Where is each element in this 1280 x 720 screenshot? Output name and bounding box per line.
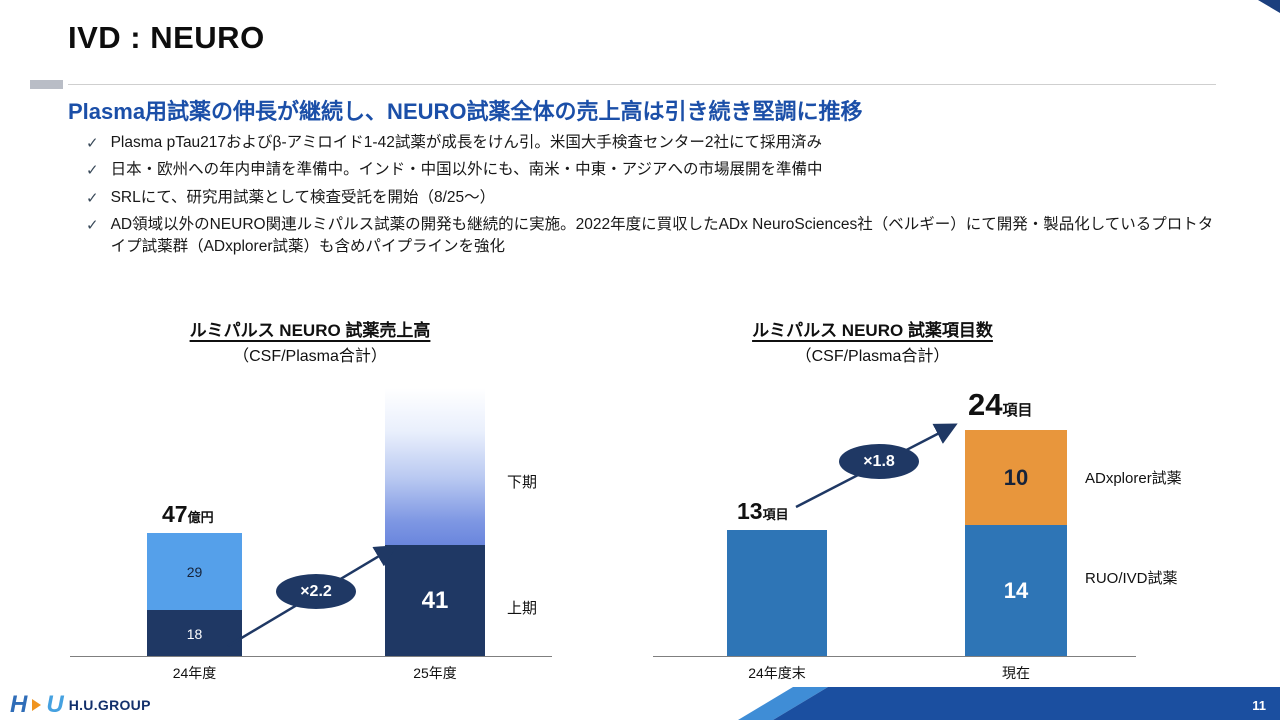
revenue-chart-category-fy25: 25年度 — [413, 665, 457, 681]
growth-multiplier-badge-revenue: ×2.2 — [276, 574, 356, 609]
check-icon: ✓ — [86, 189, 99, 207]
bar-fy24-total-label: 47億円 — [162, 501, 214, 528]
logo-arrow-icon — [32, 699, 42, 711]
hu-group-logo: H U H.U.GROUP — [10, 693, 151, 717]
bar-fy25-h1-segment: 41 — [385, 545, 485, 657]
revenue-chart-axis — [70, 656, 552, 657]
revenue-chart-category-fy24: 24年度 — [172, 665, 217, 681]
bar-current-ruoivd-segment: 14 — [965, 525, 1067, 657]
check-icon: ✓ — [86, 135, 99, 152]
items-chart-category-fy24end: 24年度末 — [748, 665, 806, 681]
bullet-item: ✓ 日本・欧州への年内申請を準備中。インド・中国以外にも、南米・中東・アジアへの… — [86, 159, 1218, 181]
bar-fy24-h2-value: 29 — [186, 563, 203, 580]
bar-current-adxplorer-segment: 10 — [965, 430, 1067, 525]
top-right-corner-accent — [1258, 0, 1280, 13]
logo-letter-h: H — [10, 691, 28, 718]
footer-decorative-band — [700, 687, 1280, 720]
items-chart-category-current: 現在 — [1002, 665, 1030, 681]
bar-fy24-h2-segment: 29 — [147, 533, 242, 610]
check-icon: ✓ — [86, 162, 99, 180]
bullet-text: Plasma pTau217およびβ-アミロイド1-42試薬が成長をけん引。米国… — [110, 134, 822, 151]
segment-label-adxplorer: ADxplorer試薬 — [1085, 470, 1182, 487]
bar-current-adxplorer-value: 10 — [1003, 464, 1029, 490]
revenue-chart-title-text: ルミパルス NEURO 試薬売上高 — [189, 321, 431, 340]
total-unit: 項目 — [762, 507, 789, 522]
check-icon: ✓ — [86, 216, 99, 234]
bar-fy25-h2-forecast-segment — [385, 388, 485, 545]
page-number: 11 — [1252, 698, 1266, 713]
bar-fy24-h1-value: 18 — [186, 625, 203, 642]
total-value: 13 — [737, 498, 763, 524]
logo-wordmark: H.U.GROUP — [68, 697, 151, 713]
segment-label-h1: 上期 — [507, 600, 538, 617]
items-chart-title-text: ルミパルス NEURO 試薬項目数 — [752, 321, 993, 340]
page-title: IVD : NEURO — [68, 20, 265, 55]
segment-label-ruoivd: RUO/IVD試薬 — [1085, 570, 1178, 587]
items-chart-subtitle: （CSF/Plasma合計） — [795, 348, 950, 365]
bar-fy24-h1-segment: 18 — [147, 610, 242, 657]
bar-fy24end-segment — [727, 530, 827, 657]
revenue-chart-title: ルミパルス NEURO 試薬売上高 — [150, 316, 470, 341]
items-chart-axis — [653, 656, 1136, 657]
total-value: 47 — [162, 501, 188, 527]
bar-current-total-label: 24項目 — [968, 387, 1033, 423]
footer-band-dark-shape — [773, 687, 1280, 720]
bullet-item: ✓ AD領域以外のNEURO関連ルミパルス試薬の開発も継続的に実施。2022年度… — [86, 214, 1218, 258]
revenue-chart-subtitle: （CSF/Plasma合計） — [233, 348, 387, 365]
total-value: 24 — [968, 387, 1003, 422]
bullet-text: SRLにて、研究用試薬として検査受託を開始（8/25～） — [110, 188, 496, 206]
title-divider-accent — [30, 80, 63, 89]
bullet-text: 日本・欧州への年内申請を準備中。インド・中国以外にも、南米・中東・アジアへの市場… — [110, 161, 823, 179]
items-chart-title: ルミパルス NEURO 試薬項目数 — [700, 316, 1045, 341]
bullet-text: AD領域以外のNEURO関連ルミパルス試薬の開発も継続的に実施。2022年度に買… — [110, 215, 1214, 255]
bullet-list: ✓ Plasma pTau217およびβ-アミロイド1-42試薬が成長をけん引。… — [86, 132, 1218, 263]
bar-fy24end-total-label: 13項目 — [737, 498, 789, 525]
total-unit: 項目 — [1002, 402, 1033, 419]
growth-multiplier-badge-items: ×1.8 — [839, 444, 919, 479]
segment-label-h2: 下期 — [507, 474, 538, 491]
bar-fy25-h1-value: 41 — [421, 587, 449, 614]
section-heading: Plasma用試薬の伸長が継続し、NEURO試薬全体の売上高は引き続き堅調に推移 — [68, 99, 863, 124]
title-divider-line — [68, 84, 1216, 85]
logo-letter-u: U — [46, 691, 64, 718]
bar-current-ruoivd-value: 14 — [1003, 578, 1029, 603]
bullet-item: ✓ Plasma pTau217およびβ-アミロイド1-42試薬が成長をけん引。… — [86, 132, 1218, 154]
bullet-item: ✓ SRLにて、研究用試薬として検査受託を開始（8/25～） — [86, 187, 1218, 209]
total-unit: 億円 — [187, 510, 214, 525]
